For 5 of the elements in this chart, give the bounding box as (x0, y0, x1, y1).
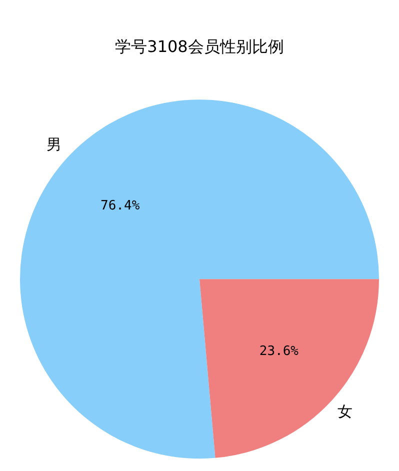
data-label: 76.4% (100, 198, 140, 214)
chart-title: 学号3108会员性别比例 (115, 36, 284, 56)
slice-label: 男 (46, 136, 62, 154)
data-label: 23.6% (259, 344, 299, 360)
slice-label: 女 (338, 402, 353, 420)
